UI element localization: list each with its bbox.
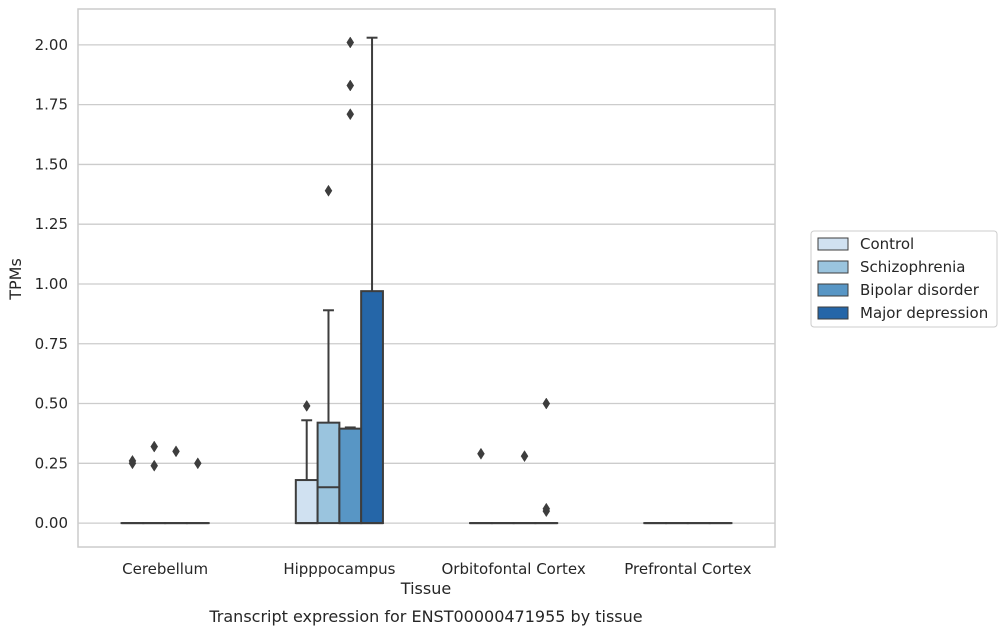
- legend-label: Control: [860, 235, 914, 253]
- y-tick-label: 0.50: [35, 395, 68, 413]
- outlier-point: [128, 454, 137, 467]
- x-tick-label: Cerebellum: [122, 560, 208, 578]
- outlier-point: [150, 459, 159, 472]
- legend-swatch: [817, 237, 849, 251]
- x-tick-label: Orbitofontal Cortex: [442, 560, 586, 578]
- outlier-point: [324, 184, 333, 197]
- y-axis: 0.00 0.25 0.50 0.75 1.00 1.25 1.50 1.75 2.00: [35, 36, 68, 532]
- outlier-point: [542, 397, 551, 410]
- legend-frame: [810, 230, 998, 328]
- legend-label: Bipolar disorder: [860, 281, 980, 299]
- box: [316, 421, 341, 525]
- box: [338, 427, 363, 525]
- x-axis-label: Tissue: [400, 579, 451, 598]
- x-tick-label: Hipppocampus: [283, 560, 395, 578]
- x-axis: Cerebellum Hipppocampus Orbitofontal Corte…: [122, 560, 751, 578]
- y-axis-label: TPMs: [6, 258, 25, 301]
- legend: Control Schizophrenia Bipolar disorder Majo…: [810, 230, 998, 328]
- outlier-point: [346, 79, 355, 92]
- outlier-point: [542, 502, 551, 515]
- y-tick-label: 1.25: [35, 215, 68, 233]
- outlier-point: [346, 36, 355, 49]
- y-tick-label: 2.00: [35, 36, 68, 54]
- chart-caption: Transcript expression for ENST0000047195…: [208, 607, 642, 626]
- box: [360, 290, 384, 525]
- plot-area: [120, 36, 733, 525]
- box: [294, 479, 319, 525]
- outlier-point: [346, 108, 355, 121]
- x-tick-label: Prefrontal Cortex: [624, 560, 751, 578]
- legend-label: Major depression: [860, 304, 988, 322]
- y-tick-label: 1.75: [35, 96, 68, 114]
- legend-swatch: [817, 306, 849, 320]
- legend-swatch: [817, 283, 849, 297]
- y-tick-label: 1.00: [35, 275, 68, 293]
- y-tick-label: 0.75: [35, 335, 68, 353]
- outlier-point: [302, 399, 311, 412]
- outlier-point: [172, 445, 180, 458]
- legend-label: Schizophrenia: [860, 258, 965, 276]
- y-tick-label: 0.00: [35, 514, 68, 532]
- outlier-point: [150, 440, 159, 453]
- plot-frame: [77, 8, 776, 548]
- outlier-point: [194, 457, 202, 470]
- y-tick-label: 1.50: [35, 155, 68, 173]
- outlier-point: [520, 450, 529, 463]
- outlier-point: [477, 447, 485, 460]
- legend-swatch: [817, 260, 849, 274]
- y-tick-label: 0.25: [35, 454, 68, 472]
